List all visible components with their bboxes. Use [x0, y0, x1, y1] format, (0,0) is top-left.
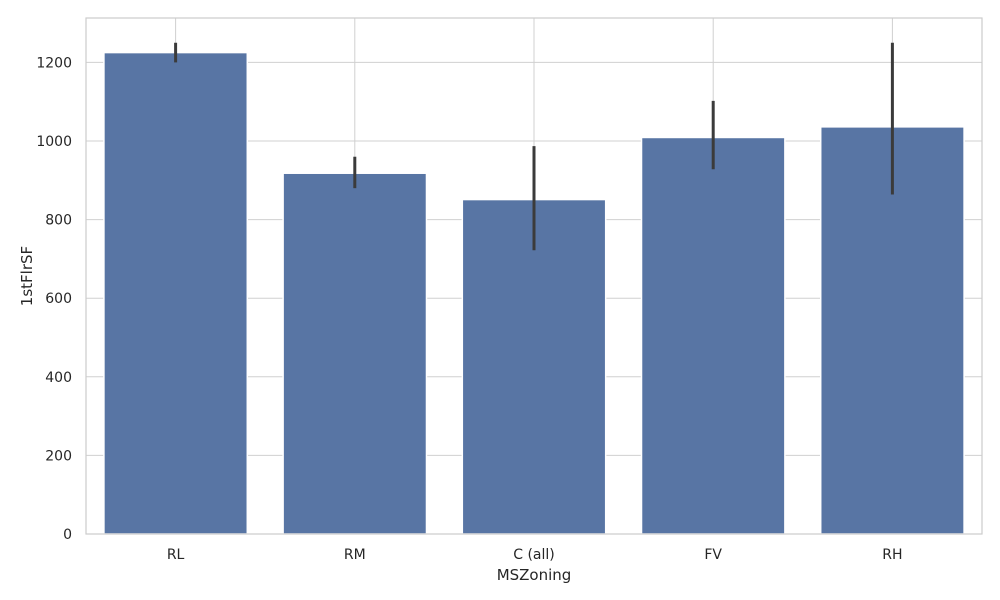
y-tick-label: 600 — [45, 291, 72, 307]
x-tick-label: RH — [882, 547, 902, 563]
y-tick-label: 400 — [45, 370, 72, 386]
y-tick-label: 0 — [63, 527, 72, 543]
y-axis-title: 1stFlrSF — [18, 246, 36, 306]
bar-fv — [640, 136, 786, 535]
y-tick-label: 800 — [45, 213, 72, 229]
x-tick-label: RM — [344, 547, 366, 563]
y-tick-labels: 0 200 400 600 800 1000 1200 — [36, 55, 72, 543]
x-tick-label: FV — [704, 547, 722, 563]
plot-frame — [85, 17, 983, 535]
bar-rl — [103, 51, 249, 535]
x-tick-label: RL — [167, 547, 185, 563]
bar-layer — [103, 51, 965, 535]
x-tick-label: C (all) — [513, 547, 555, 563]
y-tick-label: 200 — [45, 448, 72, 464]
bar-rh — [819, 126, 965, 535]
y-tick-label: 1200 — [36, 55, 72, 71]
error-bar-layer — [174, 42, 894, 251]
y-tick-label: 1000 — [36, 134, 72, 150]
x-axis-title: MSZoning — [497, 566, 572, 584]
bar-rm — [282, 172, 428, 535]
x-tick-labels: RL RM C (all) FV RH — [167, 547, 903, 563]
